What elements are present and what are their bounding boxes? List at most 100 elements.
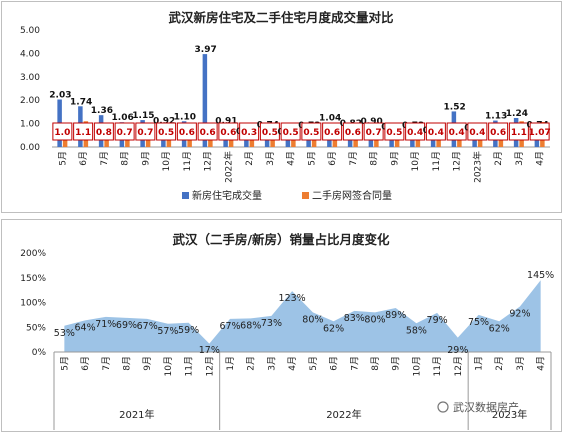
second-hand-label-box <box>218 122 239 141</box>
data-label: 62% <box>323 323 344 334</box>
x-tick-label: 4月 <box>535 151 546 166</box>
new-house-value-label: 1.15 <box>132 111 154 121</box>
second-hand-value-label: 0.5 <box>283 128 299 138</box>
panel-area-chart: 武汉（二手房/新房）销量占比月度变化 200% 150% 100% 50% 0% 53% 5月… <box>1 219 562 432</box>
second-hand-label-box <box>446 122 467 141</box>
chart-title: 武汉新房住宅及二手住宅月度成交量对比 <box>168 10 394 25</box>
x-tick-label: 2月 <box>244 151 255 166</box>
area-series <box>64 280 541 352</box>
legend-label-second-hand: 二手房网签合同量 <box>312 189 392 202</box>
bar-second-hand <box>311 135 317 147</box>
data-label: 83% <box>344 313 365 324</box>
new-house-value-label: 1.74 <box>70 97 92 107</box>
x-tick-label: 9月 <box>142 356 153 371</box>
y-tick-label: 0.00 <box>20 143 40 153</box>
new-house-value-label: 1.04 <box>319 114 341 124</box>
x-tick-label: 2022年 <box>222 151 234 183</box>
x-tick-label: 10月 <box>163 356 174 376</box>
second-hand-label-box <box>425 122 446 141</box>
second-hand-label-box <box>259 122 280 141</box>
second-hand-label-box <box>197 122 218 141</box>
year-label: 2023年 <box>492 408 527 421</box>
x-tick-label: 12月 <box>453 356 464 376</box>
legend-label-new-house: 新房住宅成交量 <box>192 189 262 202</box>
new-house-value-label: 1.06 <box>112 113 134 123</box>
new-house-value-label: 0.90 <box>361 117 383 127</box>
chart-title: 武汉（二手房/新房）销量占比月度变化 <box>172 232 390 247</box>
second-hand-label-box <box>529 122 550 141</box>
data-label: 67% <box>137 321 158 332</box>
bar-second-hand <box>477 137 483 147</box>
new-house-value-label: 3.97 <box>195 45 217 55</box>
second-hand-value-label: 0.5 <box>158 128 174 138</box>
x-tick-label: 4月 <box>536 356 547 371</box>
new-house-value-label: 0.91 <box>215 117 237 127</box>
second-hand-label-box <box>342 122 363 141</box>
x-tick-label: 10月 <box>161 151 172 171</box>
data-label: 145% <box>527 270 554 281</box>
bar-second-hand <box>291 135 296 147</box>
second-hand-value-label: 0.6 <box>345 128 361 138</box>
y-tick-label: 50% <box>26 323 46 333</box>
x-tick-label: 9月 <box>389 151 400 166</box>
second-hand-value-label: 0.4 <box>428 128 444 138</box>
data-label: 64% <box>75 322 96 333</box>
data-label: 89% <box>385 310 406 321</box>
data-label: 67% <box>219 321 240 332</box>
x-tick-label: 7月 <box>349 356 360 371</box>
x-tick-label: 8月 <box>369 151 380 166</box>
x-tick-label: 11月 <box>432 356 443 376</box>
new-house-value-label: 1.52 <box>444 102 466 112</box>
year-label: 2021年 <box>119 408 154 421</box>
x-tick-label: 7月 <box>101 356 112 371</box>
second-hand-value-label: 0.6 <box>179 128 195 138</box>
bar-chart: 武汉新房住宅及二手住宅月度成交量对比 5.00 4.00 3.00 2.00 1.00 0.… <box>20 10 551 202</box>
x-tick-label: 10月 <box>411 356 422 376</box>
y-tick-label: 1.00 <box>20 120 40 130</box>
watermark-icon <box>437 401 449 413</box>
x-tick-label: 12月 <box>203 151 214 171</box>
second-hand-value-label: 1.0 <box>54 128 70 138</box>
x-tick-label: 5月 <box>308 356 319 371</box>
data-label: 17% <box>199 345 220 356</box>
x-tick-label: 8月 <box>120 151 131 166</box>
second-hand-label-box <box>239 122 260 141</box>
new-house-value-label: 2.03 <box>49 90 71 100</box>
second-hand-value-label: 0.4 <box>407 128 423 138</box>
legend-swatch-second-hand <box>302 192 309 199</box>
bar-second-hand <box>436 137 441 147</box>
x-tick-label: 7月 <box>99 151 110 166</box>
data-label: 79% <box>427 315 448 326</box>
x-tick-label: 3月 <box>514 151 525 166</box>
y-tick-label: 100% <box>20 299 46 309</box>
second-hand-value-label: 0.5 <box>386 128 402 138</box>
x-tick-label: 10月 <box>410 151 421 171</box>
data-label: 68% <box>240 320 261 331</box>
second-hand-value-label: 0.6 <box>324 128 340 138</box>
data-label: 73% <box>261 318 282 329</box>
second-hand-value-label: 0.3 <box>241 128 257 138</box>
x-tick-label: 6月 <box>327 151 338 166</box>
x-tick-label: 8月 <box>121 356 132 371</box>
new-house-value-label: 1.24 <box>506 109 528 119</box>
x-tick-label: 6月 <box>78 151 89 166</box>
x-tick-label: 2月 <box>494 356 505 371</box>
new-house-value-label: 0.92 <box>153 116 175 126</box>
x-tick-label: 9月 <box>391 356 402 371</box>
x-tick-label: 2023年 <box>471 151 483 183</box>
second-hand-value-label: 0.6 <box>490 128 506 138</box>
legend-swatch-new-house <box>182 192 189 199</box>
x-tick-label: 5月 <box>59 356 70 371</box>
bar-second-hand <box>249 139 255 147</box>
second-hand-label-box <box>156 122 177 141</box>
second-hand-label-box <box>135 122 156 141</box>
second-hand-value-label: 0.4 <box>449 128 465 138</box>
second-hand-label-box <box>363 122 384 141</box>
x-tick-label: 2月 <box>493 151 504 166</box>
x-tick-label: 2月 <box>246 356 257 371</box>
second-hand-label-box <box>73 122 94 141</box>
data-label: 59% <box>178 325 199 336</box>
bar-second-hand <box>415 137 421 147</box>
bar-new-house <box>430 135 436 147</box>
second-hand-value-label: 0.5 <box>303 128 319 138</box>
